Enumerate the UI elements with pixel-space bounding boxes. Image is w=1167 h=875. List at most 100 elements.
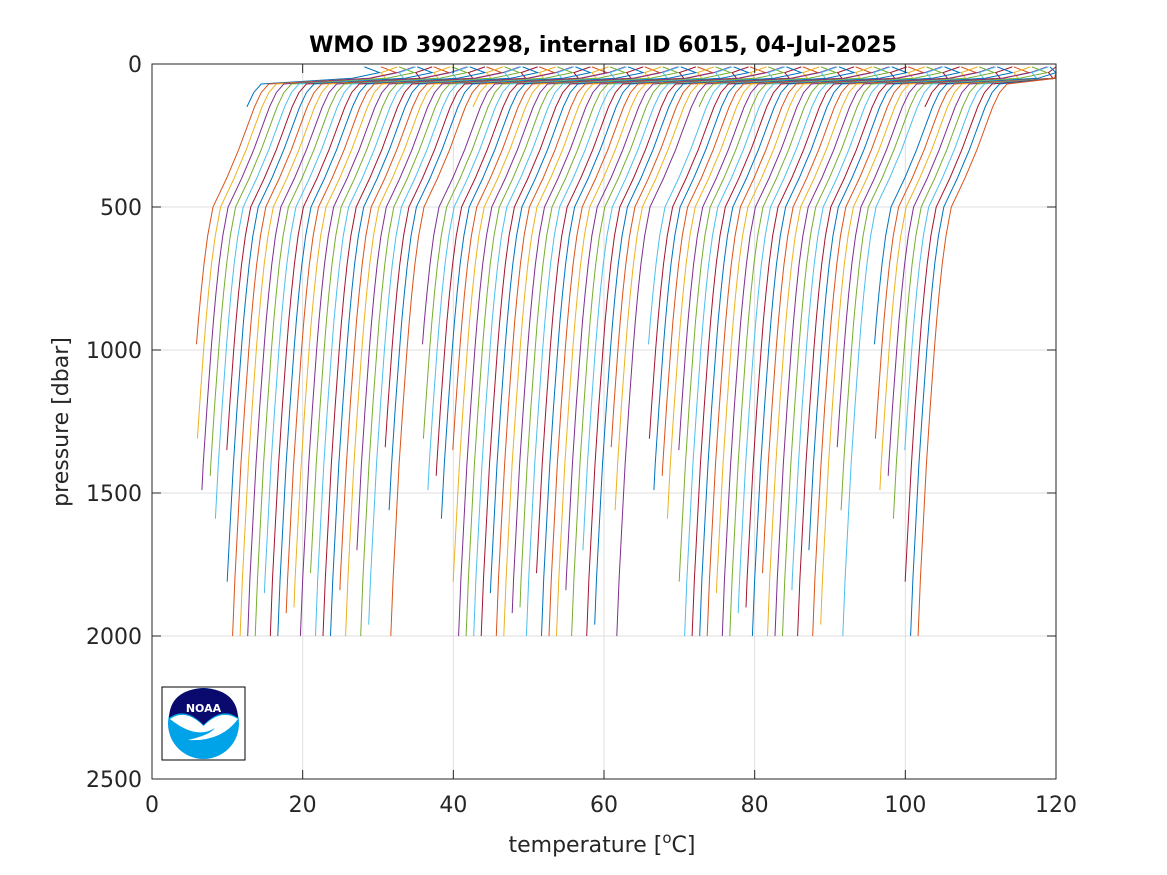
y-tick-label: 2000 <box>86 625 142 650</box>
profile-line <box>874 66 1057 345</box>
profile-line <box>427 66 627 491</box>
axis-ticks <box>151 63 1057 780</box>
x-tick-label: 20 <box>289 793 317 818</box>
profile-line <box>797 66 1013 637</box>
profile-line <box>571 66 786 637</box>
x-tick-label: 100 <box>884 793 926 818</box>
x-tick-label: 60 <box>590 793 618 818</box>
profile-line <box>698 66 838 108</box>
profile-line <box>473 66 680 637</box>
profile-line <box>610 66 820 448</box>
profile-line <box>422 66 626 345</box>
profile-line <box>511 66 731 614</box>
profile-line <box>541 66 751 637</box>
profile-line <box>556 66 767 637</box>
profile-line <box>299 66 520 637</box>
profile-line <box>339 66 557 591</box>
x-tick-label: 80 <box>741 793 769 818</box>
profile-line <box>368 66 575 625</box>
profile-line <box>684 66 891 637</box>
profile-line <box>594 66 804 625</box>
profile-line <box>263 66 469 594</box>
profile-line <box>360 66 575 637</box>
y-tick-label: 0 <box>128 53 142 78</box>
profile-line <box>246 66 382 108</box>
profile-line <box>452 66 662 451</box>
profile-line <box>548 66 767 637</box>
profile-line <box>762 66 978 574</box>
profile-line <box>480 66 697 637</box>
profile-line <box>616 66 837 637</box>
y-tick-label: 1500 <box>86 482 142 507</box>
profile-line <box>691 66 907 637</box>
y-tick-labels: 0 500 1000 1500 2000 2500 <box>86 53 142 793</box>
profile-line <box>519 66 733 608</box>
profile-line <box>345 66 556 637</box>
profile-line <box>495 66 715 637</box>
profile-line <box>536 66 749 574</box>
profile-line <box>706 66 926 637</box>
profile-line <box>214 66 416 519</box>
profile-line <box>808 66 1015 551</box>
x-tick-label: 120 <box>1035 793 1077 818</box>
profile-line <box>699 66 909 637</box>
noaa-logo-text: NOAA <box>186 702 222 715</box>
profile-line <box>525 66 733 637</box>
profile-line <box>721 66 942 637</box>
profile-line <box>767 66 978 637</box>
y-tick-label: 1000 <box>86 339 142 364</box>
profile-line <box>422 66 627 439</box>
x-axis-label-suffix: C] <box>672 833 696 858</box>
profile-line <box>904 66 1057 582</box>
profile-line <box>384 66 591 448</box>
profile-line <box>715 66 926 594</box>
profile-line <box>661 66 873 476</box>
profile-line <box>310 66 522 574</box>
profile-line <box>330 66 540 637</box>
profile-line <box>452 66 662 582</box>
profile-line <box>910 66 1057 637</box>
profile-line <box>226 66 434 582</box>
profile-line <box>820 66 1031 625</box>
profile-line <box>209 66 416 476</box>
profile-line <box>458 66 678 637</box>
profile-line <box>678 66 891 582</box>
profile-line <box>435 66 644 476</box>
profile-line <box>653 66 856 491</box>
profile-line <box>254 66 469 637</box>
profile-line <box>879 66 1057 491</box>
profile-line <box>390 66 609 637</box>
profile-line <box>840 66 1049 511</box>
profile-line <box>648 66 855 439</box>
profile-line <box>277 66 487 637</box>
profile-line <box>232 66 451 637</box>
profile-line <box>489 66 698 594</box>
x-axis-label: temperature [oC] <box>508 829 695 858</box>
profile-line <box>887 66 1057 476</box>
profile-line <box>269 66 486 637</box>
x-tick-label: 40 <box>439 793 467 818</box>
y-tick-label: 500 <box>100 196 142 221</box>
profile-line <box>836 66 1048 448</box>
profile-line <box>586 66 802 637</box>
x-tick-label: 0 <box>145 793 159 818</box>
profile-line <box>678 66 889 451</box>
profile-line <box>322 66 538 637</box>
noaa-logo-top <box>169 688 238 725</box>
profile-line <box>356 66 573 551</box>
profile-lines <box>196 66 1057 637</box>
x-axis-label-superscript: o <box>662 829 671 847</box>
y-tick-label: 2500 <box>86 768 142 793</box>
noaa-logo: NOAA <box>161 686 246 761</box>
noaa-logo-bird <box>170 714 238 741</box>
x-tick-labels: 0 20 40 60 80 100 120 <box>145 793 1077 818</box>
profile-line <box>239 66 451 637</box>
profile-line <box>751 66 962 637</box>
y-axis-label: pressure [dbar] <box>49 337 74 507</box>
profile-line <box>196 66 398 439</box>
profile-line <box>465 66 680 637</box>
profile-line <box>666 66 873 519</box>
chart-title: WMO ID 3902298, internal ID 6015, 04-Jul… <box>309 33 897 58</box>
profile-line <box>729 66 944 637</box>
